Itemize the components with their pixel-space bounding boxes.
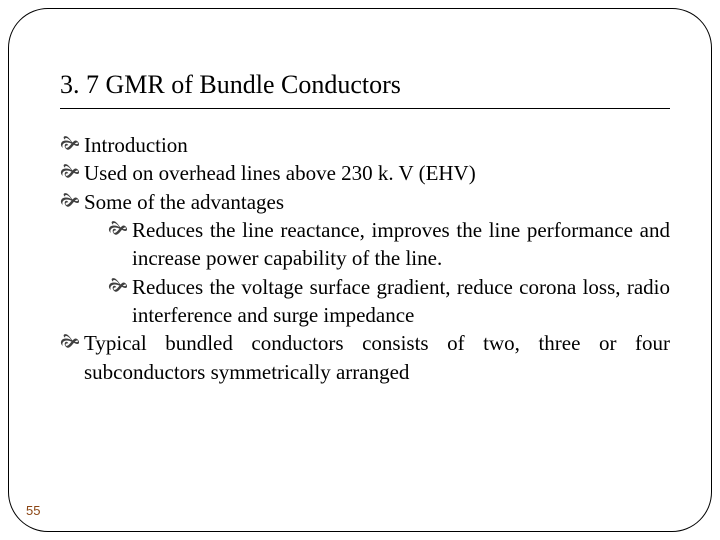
bullet-list: Introduction Used on overhead lines abov… [60, 131, 670, 386]
bullet-item: Used on overhead lines above 230 k. V (E… [60, 159, 670, 187]
page-number: 55 [26, 503, 40, 518]
bullet-item: Typical bundled conductors consists of t… [60, 329, 670, 386]
sub-bullet-item: Reduces the voltage surface gradient, re… [108, 273, 670, 330]
bullet-item: Some of the advantages Reduces the line … [60, 188, 670, 330]
bullet-text: Some of the advantages [84, 190, 284, 214]
slide-content: 3. 7 GMR of Bundle Conductors Introducti… [60, 70, 670, 386]
sub-bullet-list: Reduces the line reactance, improves the… [108, 216, 670, 329]
sub-bullet-item: Reduces the line reactance, improves the… [108, 216, 670, 273]
bullet-item: Introduction [60, 131, 670, 159]
slide-title: 3. 7 GMR of Bundle Conductors [60, 70, 670, 109]
